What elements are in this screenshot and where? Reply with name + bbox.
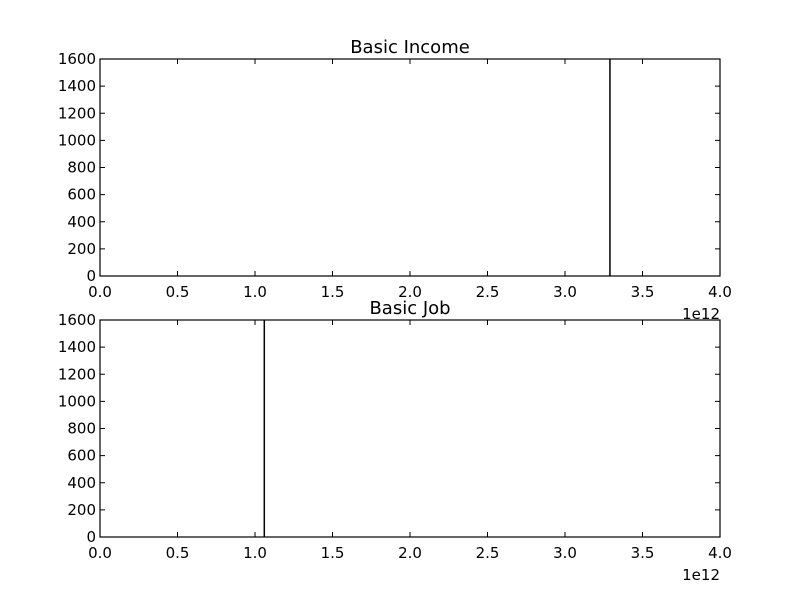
y-tick-label: 600 <box>67 186 96 204</box>
y-tick-label: 0 <box>86 528 96 546</box>
x-tick-label: 3.0 <box>553 544 577 562</box>
y-tick-label: 1200 <box>58 365 96 383</box>
x-tick-label: 2.5 <box>476 283 500 301</box>
x-tick-label: 0.0 <box>88 283 112 301</box>
y-tick-label: 0 <box>86 267 96 285</box>
x-tick-label: 2.5 <box>476 544 500 562</box>
data-marks <box>609 59 611 276</box>
x-axis-ticks: 0.0 0.5 1.0 1.5 2.0 2.5 3.0 3.5 4.0 <box>88 59 732 301</box>
x-axis-offset-label: 1e12 <box>682 305 720 323</box>
x-tick-label: 3.5 <box>631 544 655 562</box>
x-axis-ticks: 0.0 0.5 1.0 1.5 2.0 2.5 3.0 3.5 4.0 <box>88 320 732 562</box>
x-tick-label: 1.5 <box>321 544 345 562</box>
subplot-basic-job: Basic Job 0.0 0.5 1.0 1.5 2.0 2.5 3.0 3.5 4.0 0 2… <box>58 298 732 584</box>
x-axis-offset-label: 1e12 <box>682 566 720 584</box>
x-tick-label: 4.0 <box>708 544 732 562</box>
x-tick-label: 1.0 <box>243 544 267 562</box>
x-tick-label: 3.5 <box>631 283 655 301</box>
data-marks <box>263 320 266 537</box>
y-axis-ticks: 0 200 400 600 800 1000 1200 1400 1600 <box>58 50 720 285</box>
y-tick-label: 1400 <box>58 77 96 95</box>
x-tick-label: 4.0 <box>708 283 732 301</box>
histogram-bar <box>609 59 611 276</box>
x-tick-label: 3.0 <box>553 283 577 301</box>
x-tick-label: 2.0 <box>398 544 422 562</box>
y-tick-label: 1200 <box>58 104 96 122</box>
y-tick-label: 800 <box>67 420 96 438</box>
y-tick-label: 1000 <box>58 131 96 149</box>
chart-title: Basic Income <box>350 37 470 58</box>
x-tick-label: 0.5 <box>166 544 190 562</box>
y-tick-label: 400 <box>67 213 96 231</box>
y-tick-label: 400 <box>67 474 96 492</box>
y-tick-label: 200 <box>67 240 96 258</box>
x-tick-label: 0.5 <box>166 283 190 301</box>
x-tick-label: 1.0 <box>243 283 267 301</box>
y-tick-label: 800 <box>67 159 96 177</box>
y-tick-label: 1000 <box>58 392 96 410</box>
histogram-bar <box>263 320 266 537</box>
y-tick-label: 200 <box>67 501 96 519</box>
y-tick-label: 600 <box>67 447 96 465</box>
chart-title: Basic Job <box>369 298 450 319</box>
x-tick-label: 0.0 <box>88 544 112 562</box>
y-axis-ticks: 0 200 400 600 800 1000 1200 1400 1600 <box>58 311 720 546</box>
subplot-basic-income: Basic Income 0.0 0.5 1.0 1.5 2.0 2.5 3.0 3.5 4.0… <box>58 37 732 323</box>
x-tick-label: 2.0 <box>398 283 422 301</box>
y-tick-label: 1600 <box>58 311 96 329</box>
x-tick-label: 1.5 <box>321 283 345 301</box>
y-tick-label: 1400 <box>58 338 96 356</box>
y-tick-label: 1600 <box>58 50 96 68</box>
